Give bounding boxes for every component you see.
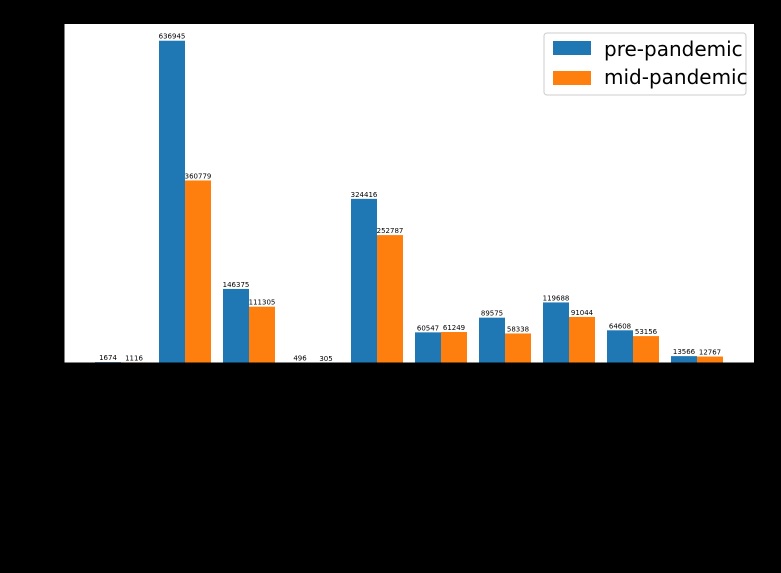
bar-value-label: 146375	[223, 281, 250, 289]
bar-pre-pandemic	[671, 356, 697, 363]
legend-label-mid-pandemic: mid-pandemic	[604, 65, 748, 89]
bar-pre-pandemic	[543, 302, 569, 363]
bar-pre-pandemic	[607, 330, 633, 363]
bar-value-label: 496	[293, 355, 307, 363]
bar-mid-pandemic	[569, 316, 595, 363]
bar-value-label: 61249	[443, 324, 465, 332]
value-labels: 1674 1116 636945 360779 146375 111305 496 305 32…	[99, 33, 721, 363]
bar-mid-pandemic	[377, 235, 403, 363]
legend-swatch-mid-pandemic	[553, 71, 591, 85]
bar-pre-pandemic	[223, 288, 249, 363]
bar-value-label: 13566	[673, 348, 696, 356]
bar-value-label: 91044	[571, 309, 594, 317]
bar-value-label: 89575	[481, 310, 503, 318]
bar-value-label: 360779	[185, 172, 212, 180]
legend-swatch-pre-pandemic	[553, 41, 591, 55]
bar-value-label: 58338	[507, 325, 529, 333]
legend-box	[543, 32, 747, 96]
bar-value-label: 1116	[125, 354, 143, 362]
legend-label-pre-pandemic: pre-pandemic	[604, 37, 743, 61]
plot-area: 1674 1116 636945 360779 146375 111305 496 305 32…	[63, 24, 754, 367]
legend: pre-pandemic mid-pandemic	[543, 32, 748, 96]
bar-mid-pandemic	[249, 306, 275, 363]
bar-pre-pandemic	[479, 317, 505, 363]
bar-value-label: 64608	[609, 322, 631, 330]
bar-value-label: 119688	[543, 294, 570, 302]
bar-pre-pandemic	[351, 198, 377, 363]
bar-value-label: 111305	[249, 299, 276, 307]
bar-mid-pandemic	[441, 332, 467, 363]
bar-pre-pandemic	[415, 332, 441, 363]
bar-value-label: 305	[319, 355, 332, 363]
bar-value-label: 12767	[699, 349, 721, 357]
bar-value-label: 252787	[377, 227, 404, 235]
bar-value-label: 324416	[351, 191, 378, 199]
bar-mid-pandemic	[505, 333, 531, 363]
bar-value-label: 53156	[635, 328, 658, 336]
bar-value-label: 1674	[99, 354, 117, 362]
bar-value-label: 636945	[159, 33, 186, 41]
bar-mid-pandemic	[185, 180, 211, 363]
bar-value-label: 60547	[417, 324, 439, 332]
bar-mid-pandemic	[697, 356, 723, 363]
bar-pre-pandemic	[159, 40, 185, 363]
bar-mid-pandemic	[633, 336, 659, 363]
